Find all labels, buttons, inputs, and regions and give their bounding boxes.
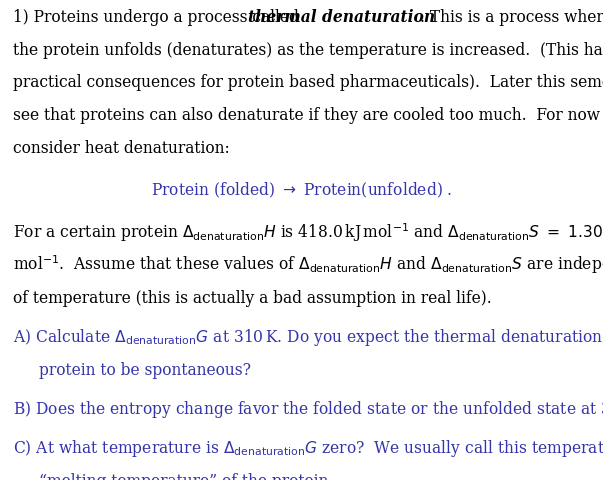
Text: B) Does the entropy change favor the folded state or the unfolded state at 310$\: B) Does the entropy change favor the fol…	[13, 399, 603, 420]
Text: mol$^{-1}$.  Assume that these values of $\Delta_{\mathsf{denaturation}}H$ and $: mol$^{-1}$. Assume that these values of …	[13, 253, 603, 276]
Text: . This is a process where: . This is a process where	[420, 9, 603, 26]
Text: C) At what temperature is $\Delta_{\mathsf{denaturation}}G$ zero?  We usually ca: C) At what temperature is $\Delta_{\math…	[13, 438, 603, 459]
Text: protein to be spontaneous?: protein to be spontaneous?	[39, 361, 251, 379]
Text: see that proteins can also denaturate if they are cooled too much.  For now we w: see that proteins can also denaturate if…	[13, 107, 603, 124]
Text: A) Calculate $\Delta_{\mathsf{denaturation}}G$ at 310$\,$K. Do you expect the th: A) Calculate $\Delta_{\mathsf{denaturati…	[13, 327, 603, 348]
Text: practical consequences for protein based pharmaceuticals).  Later this semester : practical consequences for protein based…	[13, 74, 603, 91]
Text: 1) Proteins undergo a process called: 1) Proteins undergo a process called	[13, 9, 304, 26]
Text: For a certain protein $\Delta_{\mathsf{denaturation}}H$ is 418.0$\,$kJ$\,$mol$^{: For a certain protein $\Delta_{\mathsf{d…	[13, 221, 603, 243]
Text: Protein (folded) $\rightarrow$ Protein(unfolded) .: Protein (folded) $\rightarrow$ Protein(u…	[151, 180, 452, 200]
Text: the protein unfolds (denaturates) as the temperature is increased.  (This has im: the protein unfolds (denaturates) as the…	[13, 42, 603, 59]
Text: “melting temperature” of the protein.: “melting temperature” of the protein.	[39, 473, 333, 480]
Text: of temperature (this is actually a bad assumption in real life).: of temperature (this is actually a bad a…	[13, 290, 492, 307]
Text: thermal denaturation: thermal denaturation	[248, 9, 435, 26]
Text: consider heat denaturation:: consider heat denaturation:	[13, 140, 230, 156]
